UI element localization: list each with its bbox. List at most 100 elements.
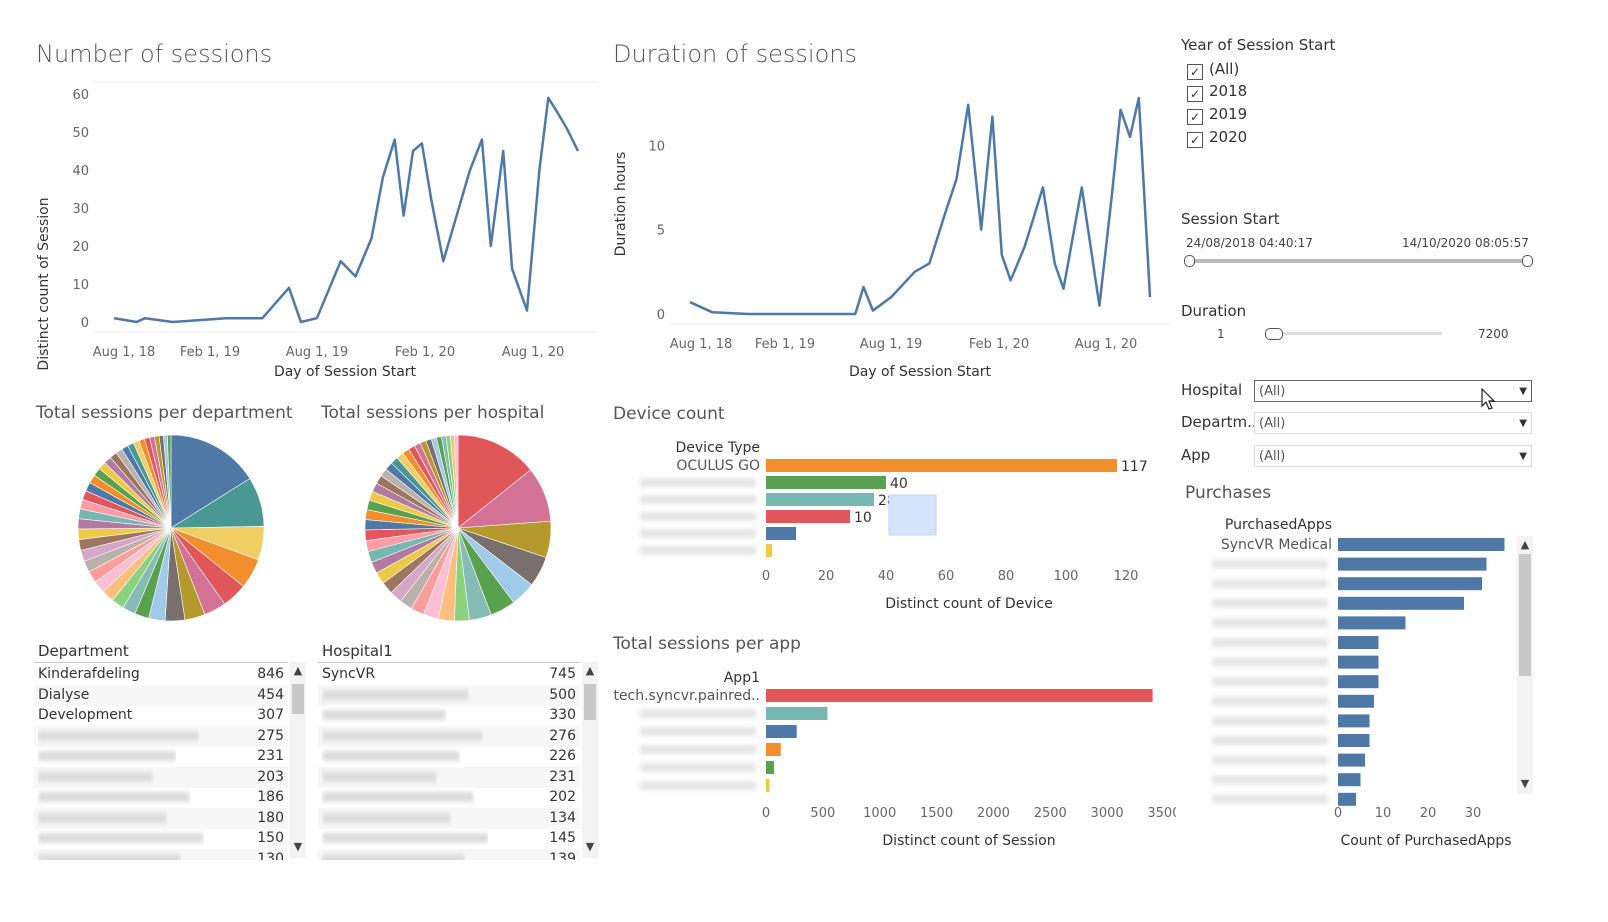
hospital-row-value: 500 bbox=[549, 686, 576, 703]
department-filter-label: Departm.. bbox=[1181, 413, 1257, 431]
department-row-value: 307 bbox=[257, 707, 284, 723]
scroll-thumb[interactable] bbox=[1519, 554, 1531, 676]
table-row[interactable]: Development 307 bbox=[34, 705, 288, 726]
session-start-slider-handle-right[interactable] bbox=[1522, 255, 1533, 267]
app-xtick-label: 3000 bbox=[1091, 806, 1124, 821]
hospital-table-scrollbar[interactable]: ▲ ▼ bbox=[582, 662, 598, 858]
dept-pie-chart[interactable] bbox=[75, 432, 267, 624]
table-row[interactable]: 226 bbox=[318, 746, 580, 767]
year-option-all[interactable]: ✓ (All) bbox=[1187, 58, 1239, 80]
table-row[interactable]: Kinderafdeling 846 bbox=[34, 664, 288, 685]
table-row[interactable]: 231 bbox=[318, 766, 580, 788]
table-row[interactable]: 134 bbox=[318, 807, 580, 829]
hospital-blurred-name bbox=[322, 730, 483, 741]
hosp-pie-chart[interactable] bbox=[362, 432, 554, 624]
checkbox-checked-icon[interactable]: ✓ bbox=[1187, 109, 1203, 125]
purch-bar bbox=[1338, 538, 1505, 551]
table-row[interactable]: 275 bbox=[34, 725, 288, 747]
table-row[interactable]: SyncVR 745 bbox=[318, 664, 580, 685]
device-category-label-blurred bbox=[640, 529, 756, 538]
device-xtick-label: 20 bbox=[818, 569, 835, 584]
table-row[interactable]: 150 bbox=[34, 828, 288, 849]
purch-category-label-blurred bbox=[1212, 579, 1328, 589]
table-row[interactable]: 186 bbox=[34, 787, 288, 808]
table-row[interactable]: 180 bbox=[34, 807, 288, 829]
app-bar bbox=[766, 743, 781, 756]
purchases-scrollbar[interactable]: ▲ ▼ bbox=[1517, 536, 1533, 794]
hospital-row-value: 145 bbox=[549, 830, 576, 846]
scroll-down-icon[interactable]: ▼ bbox=[293, 840, 303, 853]
scroll-up-icon[interactable]: ▲ bbox=[1520, 538, 1530, 551]
hospital-blurred-name bbox=[322, 792, 474, 802]
checkbox-checked-icon[interactable]: ✓ bbox=[1187, 64, 1203, 80]
department-blurred-name bbox=[38, 771, 153, 782]
scroll-down-icon[interactable]: ▼ bbox=[1520, 777, 1530, 790]
purch-bar bbox=[1338, 734, 1370, 747]
duration-slider-handle[interactable] bbox=[1265, 328, 1283, 340]
checkbox-checked-icon[interactable]: ✓ bbox=[1187, 86, 1203, 102]
purch-category-label-blurred bbox=[1212, 794, 1328, 804]
purch-bar bbox=[1338, 557, 1487, 571]
duration-xtick-label: Feb 1, 20 bbox=[969, 337, 1029, 352]
app-xlabel: Distinct count of Session bbox=[882, 833, 1055, 849]
table-row[interactable]: 130 bbox=[34, 848, 288, 860]
scroll-up-icon[interactable]: ▲ bbox=[585, 664, 595, 677]
scroll-thumb[interactable] bbox=[292, 684, 304, 714]
checkbox-checked-icon[interactable]: ✓ bbox=[1187, 132, 1203, 148]
session-start-slider-track[interactable] bbox=[1188, 259, 1528, 263]
scroll-thumb[interactable] bbox=[584, 684, 596, 720]
purch-bar bbox=[1338, 773, 1361, 787]
device-category-label: OCULUS GO bbox=[676, 458, 760, 474]
sessions-ylabel: Distinct count of Session bbox=[36, 197, 52, 370]
purch-category-label-blurred bbox=[1212, 677, 1328, 687]
department-table-scrollbar[interactable]: ▲ ▼ bbox=[290, 662, 306, 858]
department-table-header: Department bbox=[38, 642, 129, 660]
app-filter-dropdown[interactable]: (All) ▼ bbox=[1254, 445, 1532, 467]
purch-bar bbox=[1338, 636, 1379, 649]
session-start-slider-handle-left[interactable] bbox=[1184, 255, 1195, 267]
purchases-bar-chart: PurchasedApps SyncVR Medical 0 10 20 30 Cou… bbox=[1212, 517, 1512, 849]
purch-category-label-blurred bbox=[1212, 618, 1328, 628]
purch-category-label: SyncVR Medical bbox=[1221, 537, 1332, 553]
app-xtick-label: 3500 bbox=[1147, 806, 1176, 821]
app-bar bbox=[766, 779, 770, 792]
scroll-up-icon[interactable]: ▲ bbox=[293, 664, 303, 677]
table-row[interactable]: 276 bbox=[318, 725, 580, 747]
year-option-2019[interactable]: ✓ 2019 bbox=[1187, 103, 1247, 125]
app-category-label: tech.syncvr.painred.. bbox=[613, 688, 760, 704]
device-value-label: 40 bbox=[890, 476, 908, 492]
sessions-ytick-label: 60 bbox=[72, 88, 89, 103]
table-row[interactable]: 231 bbox=[34, 746, 288, 767]
hospital-row-name bbox=[322, 787, 474, 808]
department-row-value: 150 bbox=[257, 830, 284, 846]
scroll-down-icon[interactable]: ▼ bbox=[585, 840, 595, 853]
purch-bar bbox=[1338, 577, 1482, 591]
table-row[interactable]: 145 bbox=[318, 828, 580, 849]
department-row-value: 203 bbox=[257, 768, 284, 785]
year-option-2020[interactable]: ✓ 2020 bbox=[1187, 126, 1247, 148]
device-category-label-blurred bbox=[640, 495, 756, 504]
app-category-label-blurred bbox=[640, 763, 756, 772]
hospital-row-name bbox=[322, 685, 469, 706]
table-row[interactable]: 330 bbox=[318, 705, 580, 726]
hospital-filter-label: Hospital bbox=[1181, 381, 1243, 399]
purch-category-label-blurred bbox=[1212, 638, 1328, 647]
table-row[interactable]: Dialyse 454 bbox=[34, 684, 288, 706]
sessions-xtick-label: Feb 1, 19 bbox=[180, 345, 240, 360]
duration-slider-track[interactable] bbox=[1270, 332, 1442, 335]
hospital-filter-dropdown[interactable]: (All) ▼ bbox=[1254, 380, 1532, 402]
department-blurred-name bbox=[38, 751, 176, 761]
table-row[interactable]: 202 bbox=[318, 787, 580, 808]
department-filter-dropdown[interactable]: (All) ▼ bbox=[1254, 412, 1532, 434]
department-row-name: Kinderafdeling bbox=[38, 666, 140, 682]
sessions-line-chart: Distinct count of Session 6050403020100 … bbox=[36, 81, 598, 380]
department-row-name bbox=[38, 849, 181, 860]
year-option-2018[interactable]: ✓ 2018 bbox=[1187, 80, 1247, 102]
app-xtick-label: 500 bbox=[810, 806, 835, 821]
table-row[interactable]: 203 bbox=[34, 766, 288, 788]
purch-bar bbox=[1338, 714, 1370, 728]
table-row[interactable]: 139 bbox=[318, 848, 580, 860]
department-table: Department Kinderafdeling 846 Dialyse 454 De… bbox=[34, 640, 310, 862]
table-row[interactable]: 500 bbox=[318, 684, 580, 706]
purch-bar bbox=[1338, 694, 1374, 708]
